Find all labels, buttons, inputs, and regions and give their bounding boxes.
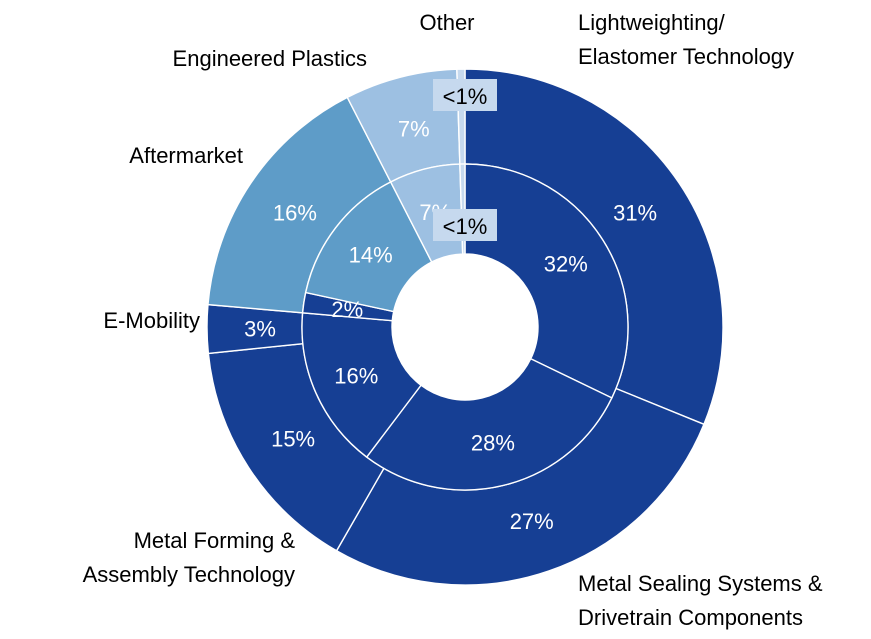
outer-value-label-metal-forming-assembly-technology: 15%: [271, 427, 315, 452]
inner-value-label-e-mobility: 2%: [331, 297, 363, 322]
inner-value-label-metal-sealing-systems-drivetrain-components: 28%: [471, 431, 515, 456]
inner-value-label-lightweighting-elastomer-technology: 32%: [544, 252, 588, 277]
inner-value-label-aftermarket: 14%: [349, 242, 393, 267]
inner-segment-metal-forming-assembly-technology: [301, 312, 422, 459]
category-label-other: Other: [419, 10, 474, 35]
outer-ring: [206, 68, 724, 586]
category-label-metal-sealing-systems-drivetrain-components: Metal Sealing Systems & Drivetrain Compon…: [578, 571, 823, 630]
category-label-engineered-plastics: Engineered Plastics: [173, 46, 367, 71]
category-label-lightweighting-elastomer-technology: Lightweighting/Elastomer Technology: [578, 10, 794, 69]
outer-value-label-metal-sealing-systems-drivetrain-components: 27%: [510, 509, 554, 534]
outer-value-label-aftermarket: 16%: [273, 201, 317, 226]
inner-label-box-other: [433, 209, 497, 241]
outer-value-label-e-mobility: 3%: [244, 317, 276, 342]
category-label-metal-forming-assembly-technology: Metal Forming & Assembly Technology: [83, 528, 296, 587]
inner-value-label-metal-forming-assembly-technology: 16%: [334, 363, 378, 388]
inner-value-label-other: <1%: [443, 214, 488, 239]
segment-labels: 31%27%15%3%16%7%<1%32%28%16%2%14%7%<1%: [244, 79, 657, 534]
inner-segment-lightweighting-elastomer-technology: [464, 163, 629, 399]
category-label-aftermarket: Aftermarket: [129, 143, 243, 168]
category-label-e-mobility: E-Mobility: [103, 308, 200, 333]
inner-segment-metal-sealing-systems-drivetrain-components: [365, 357, 613, 491]
outer-value-label-other: <1%: [443, 84, 488, 109]
outer-value-label-engineered-plastics: 7%: [398, 117, 430, 142]
category-labels: Lightweighting/Elastomer Technology Metal…: [83, 10, 823, 630]
outer-label-box-other: [433, 79, 497, 111]
outer-value-label-lightweighting-elastomer-technology: 31%: [613, 201, 657, 226]
